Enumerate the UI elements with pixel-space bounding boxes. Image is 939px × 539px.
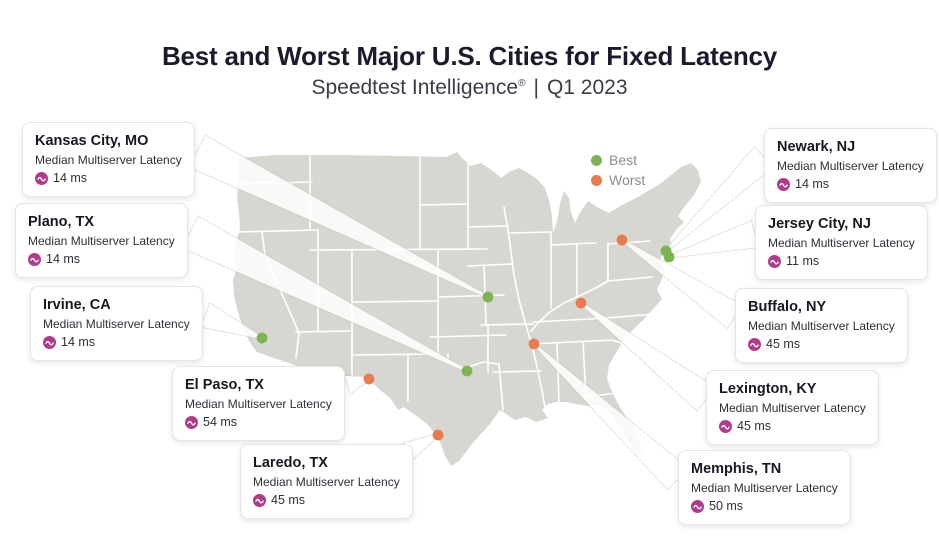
callout-memphis: Memphis, TN Median Multiserver Latency 5… (678, 450, 851, 525)
callout-laredo: Laredo, TX Median Multiserver Latency 45… (240, 444, 413, 519)
callout-city: Irvine, CA (43, 297, 111, 313)
callout-metric-label: Median Multiserver Latency (35, 153, 182, 167)
callout-leader-beams (181, 134, 775, 491)
latency-gauge-icon (777, 178, 790, 191)
latency-gauge-icon (748, 338, 761, 351)
callout-latency-value: 14 ms (46, 252, 81, 266)
subtitle-period: Q1 2023 (546, 76, 628, 99)
city-marker-best (663, 251, 675, 263)
latency-gauge-icon (768, 255, 781, 268)
callout-latency-value: 45 ms (737, 419, 772, 433)
callout-jersey-city: Jersey City, NJ Median Multiserver Laten… (755, 205, 928, 280)
latency-gauge-icon (28, 253, 41, 266)
latency-gauge-icon (691, 500, 704, 513)
callout-latency-value: 45 ms (271, 493, 306, 507)
city-marker-best (461, 365, 473, 377)
callout-irvine: Irvine, CA Median Multiserver Latency 14… (30, 286, 203, 361)
callout-latency-value: 14 ms (61, 335, 96, 349)
legend: Best Worst (591, 150, 645, 190)
callout-latency-value: 14 ms (53, 171, 88, 185)
callout-city: Buffalo, NY (748, 299, 827, 315)
city-marker-best (482, 291, 494, 303)
latency-gauge-icon (719, 420, 732, 433)
callout-metric-label: Median Multiserver Latency (748, 319, 895, 333)
callout-metric-label: Median Multiserver Latency (691, 481, 838, 495)
callout-city: Jersey City, NJ (768, 216, 871, 232)
legend-worst-label: Worst (609, 172, 646, 188)
city-marker-best (256, 332, 268, 344)
callout-city: El Paso, TX (185, 377, 264, 393)
legend-best-label: Best (609, 152, 638, 168)
callout-city: Kansas City, MO (35, 133, 149, 149)
page-title: Best and Worst Major U.S. Cities for Fix… (161, 41, 778, 71)
callout-newark: Newark, NJ Median Multiserver Latency 14… (764, 128, 937, 203)
city-marker-worst (432, 429, 444, 441)
callout-city: Lexington, KY (719, 381, 817, 397)
city-marker-worst (528, 338, 540, 350)
latency-gauge-icon (185, 416, 198, 429)
callout-metric-label: Median Multiserver Latency (253, 475, 400, 489)
callout-buffalo: Buffalo, NY Median Multiserver Latency 4… (735, 288, 908, 363)
callout-lexington: Lexington, KY Median Multiserver Latency… (706, 370, 879, 445)
legend-item-best: Best (591, 150, 645, 170)
callout-el-paso: El Paso, TX Median Multiserver Latency 5… (172, 366, 345, 441)
subtitle-brand: Speedtest Intelligence (311, 76, 519, 99)
callout-plano: Plano, TX Median Multiserver Latency 14 … (15, 203, 188, 278)
callout-latency-value: 50 ms (709, 499, 744, 513)
callout-city: Laredo, TX (253, 455, 328, 471)
callout-metric-label: Median Multiserver Latency (43, 317, 190, 331)
callout-latency-value: 11 ms (786, 254, 820, 268)
latency-gauge-icon (43, 336, 56, 349)
callout-city: Plano, TX (28, 214, 95, 230)
callout-latency-value: 45 ms (766, 337, 801, 351)
registered-trademark-symbol: ® (518, 78, 526, 89)
latency-gauge-icon (253, 494, 266, 507)
callout-kansas-city: Kansas City, MO Median Multiserver Laten… (22, 122, 195, 197)
callout-metric-label: Median Multiserver Latency (768, 236, 915, 250)
city-marker-worst (616, 234, 628, 246)
legend-item-worst: Worst (591, 170, 645, 190)
best-dot-icon (591, 154, 602, 166)
callout-metric-label: Median Multiserver Latency (28, 234, 175, 248)
callout-city: Memphis, TN (691, 461, 782, 477)
callout-metric-label: Median Multiserver Latency (777, 159, 924, 173)
city-marker-worst (363, 373, 375, 385)
callout-metric-label: Median Multiserver Latency (185, 397, 332, 411)
city-markers (256, 234, 675, 441)
city-marker-worst (575, 297, 587, 309)
page-subtitle: Speedtest Intelligence® | Q1 2023 (0, 76, 939, 100)
callout-city: Newark, NJ (777, 139, 856, 155)
callout-metric-label: Median Multiserver Latency (719, 401, 866, 415)
latency-gauge-icon (35, 172, 48, 185)
callout-latency-value: 14 ms (795, 177, 830, 191)
subtitle-separator: | (533, 76, 539, 99)
callout-latency-value: 54 ms (203, 415, 238, 429)
worst-dot-icon (591, 174, 602, 186)
